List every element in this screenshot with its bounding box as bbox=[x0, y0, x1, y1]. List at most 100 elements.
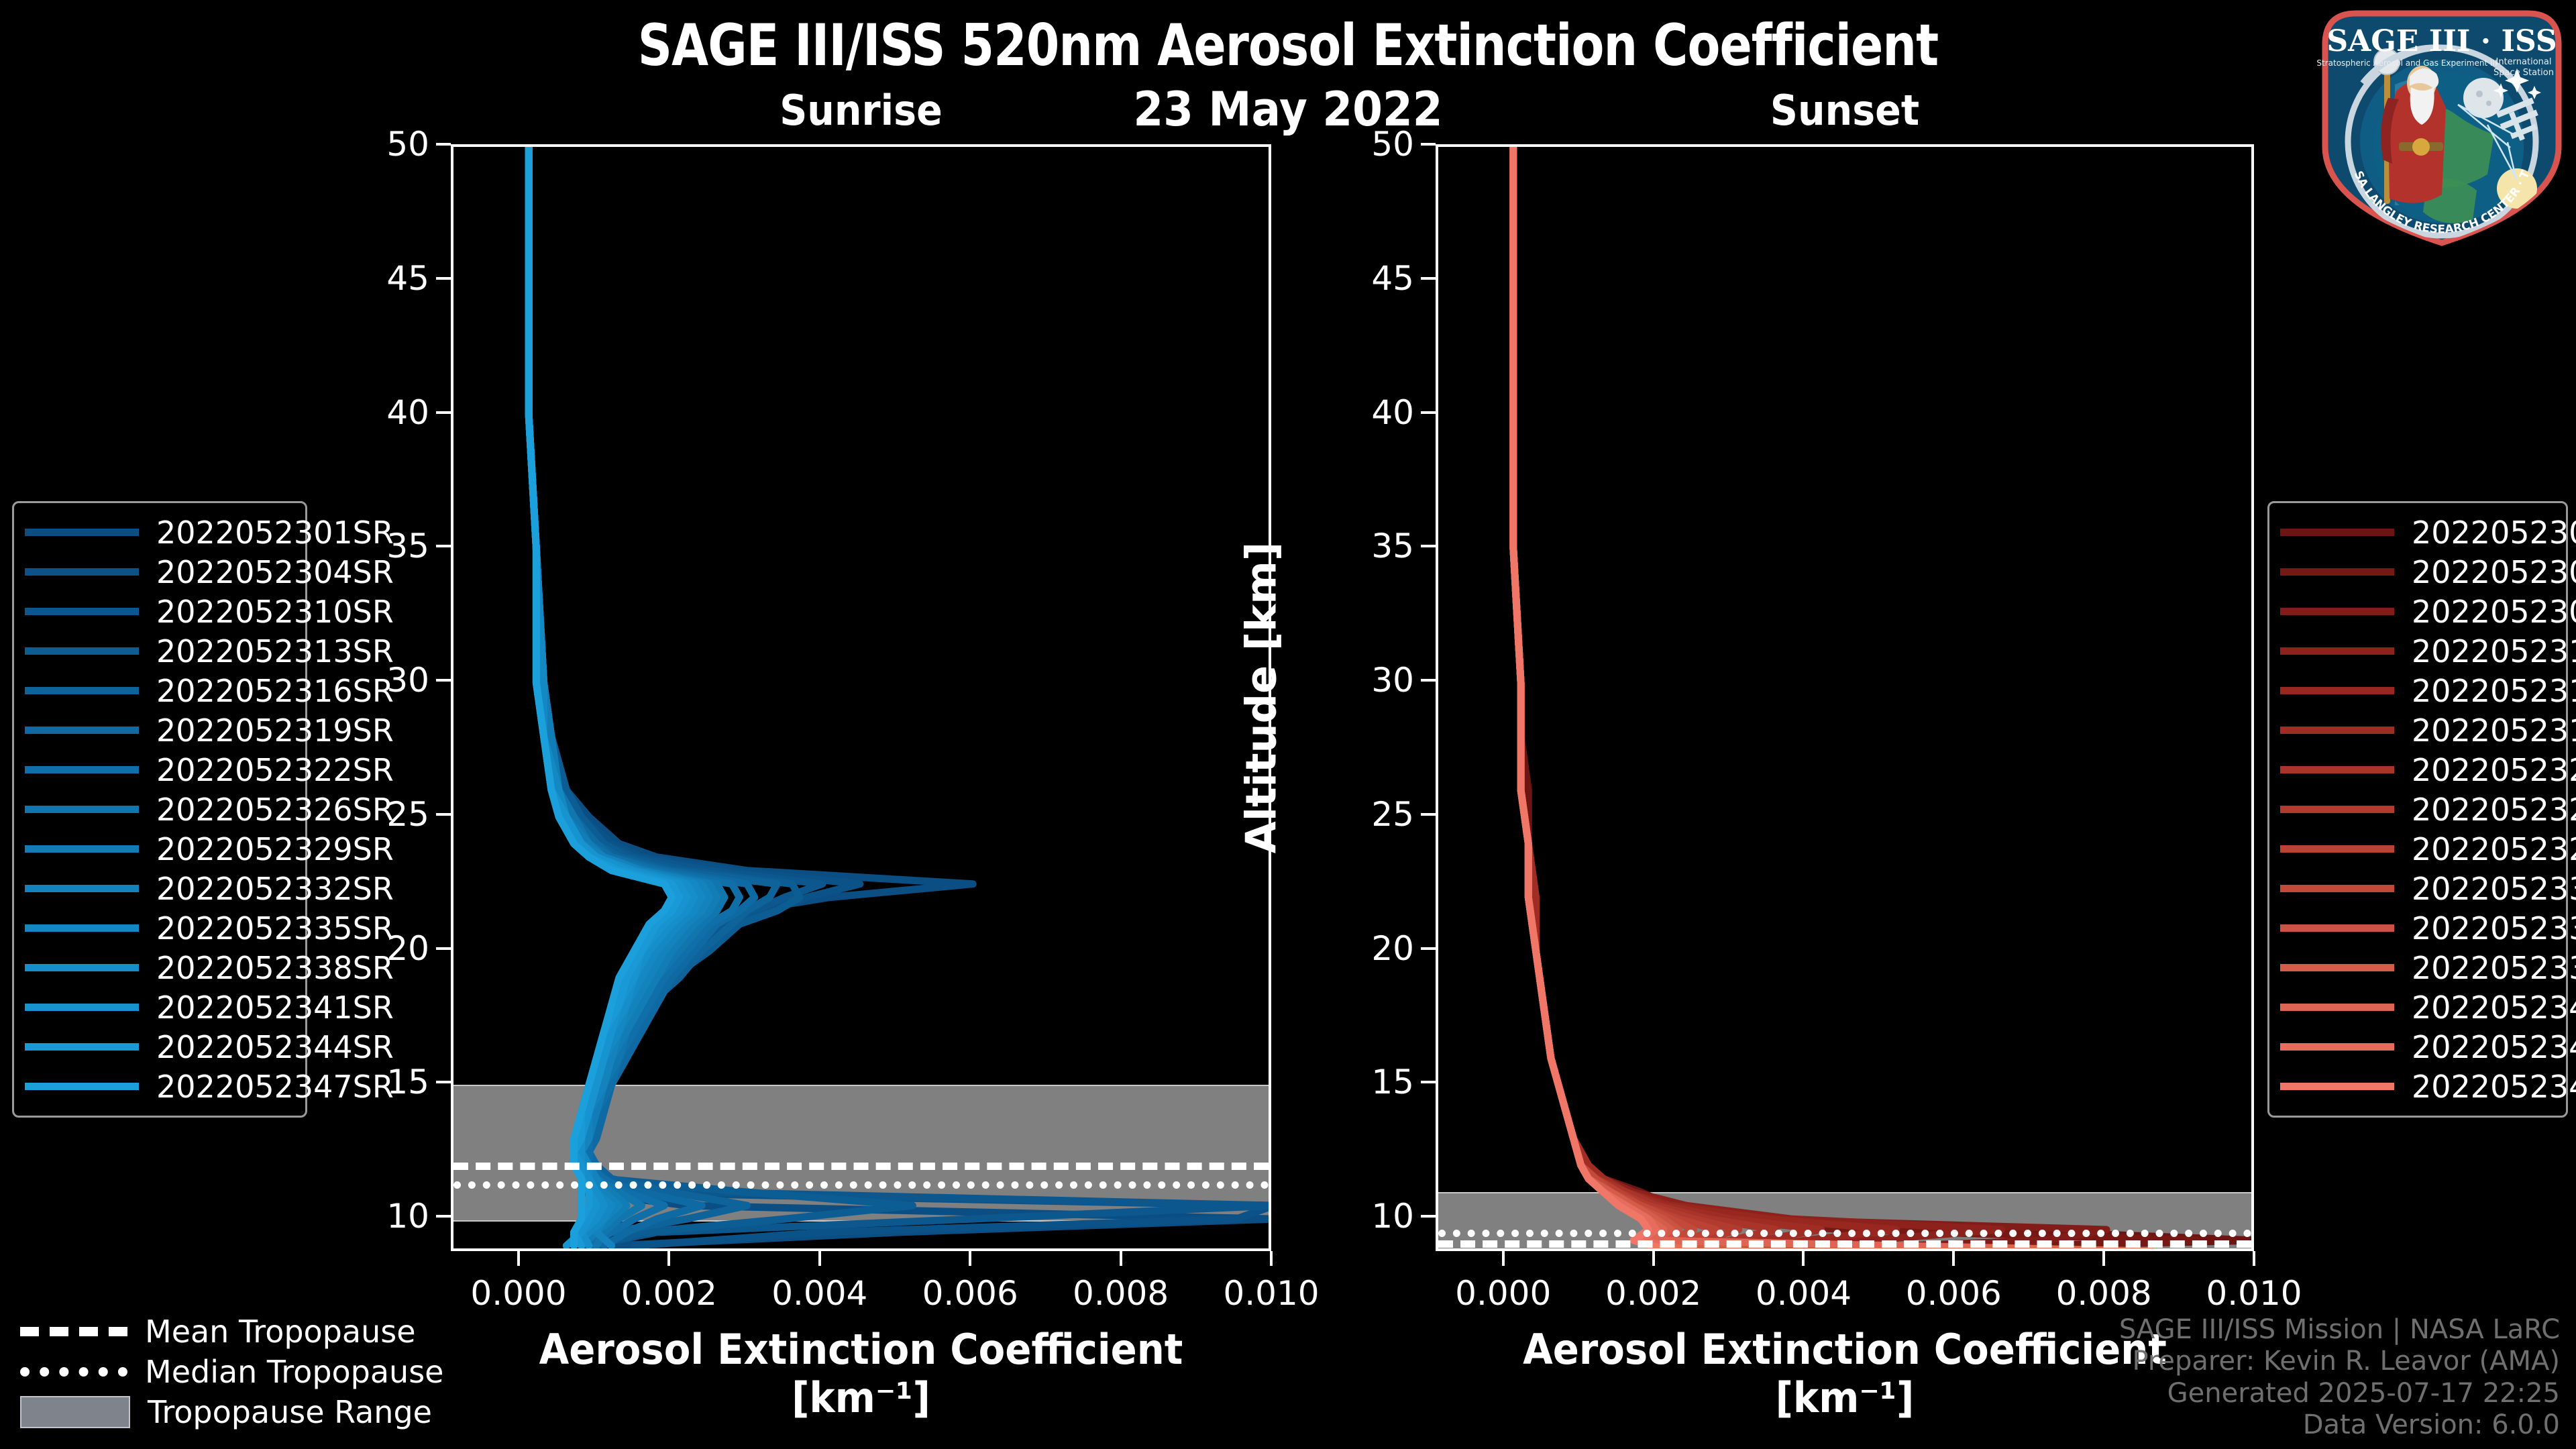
sunset-legend-item[interactable]: 2022052331SS bbox=[2280, 869, 2576, 908]
sage-iii-iss-logo: SAGE III · ISS Stratospheric Aerosol and… bbox=[2310, 0, 2569, 251]
legend-item-label: 2022052309SS bbox=[2412, 593, 2576, 630]
legend-color-swatch bbox=[2280, 885, 2394, 892]
sunset-legend-item[interactable]: 2022052318SS bbox=[2280, 710, 2576, 750]
legend-color-swatch bbox=[25, 687, 139, 694]
sunset-legend[interactable]: 2022052303SS2022052306SS2022052309SS2022… bbox=[2267, 501, 2576, 1118]
y-axis-tick-label: 10 bbox=[386, 1197, 429, 1236]
y-axis-tick-label: 35 bbox=[1371, 527, 1414, 566]
page-title: SAGE III/ISS 520nm Aerosol Extinction Co… bbox=[637, 12, 1939, 79]
sunset-legend-item[interactable]: 2022052334SS bbox=[2280, 908, 2576, 948]
tropopause-legend-marker bbox=[20, 1367, 127, 1377]
legend-color-swatch bbox=[2280, 806, 2394, 813]
credits-line-preparer: Preparer: Kevin R. Leavor (AMA) bbox=[2132, 1346, 2560, 1377]
legend-color-swatch bbox=[25, 924, 139, 932]
sunrise-legend-item[interactable]: 2022052329SR bbox=[25, 829, 394, 869]
legend-color-swatch bbox=[25, 647, 139, 655]
y-axis-tick-label: 20 bbox=[1371, 928, 1414, 968]
sunset-plot-area bbox=[1438, 147, 2251, 1248]
legend-item-label: 2022052318SS bbox=[2412, 712, 2576, 749]
y-axis-tick-label: 15 bbox=[386, 1063, 429, 1102]
x-axis-tick bbox=[517, 1251, 520, 1266]
sunrise-legend-item[interactable]: 2022052347SR bbox=[25, 1067, 394, 1106]
sunset-legend-item[interactable]: 2022052321SS bbox=[2280, 750, 2576, 790]
legend-item-label: 2022052306SS bbox=[2412, 553, 2576, 590]
y-axis-tick bbox=[1421, 947, 1436, 950]
legend-color-swatch bbox=[25, 608, 139, 615]
sunset-x-axis-unit: [km⁻¹] bbox=[1775, 1373, 1915, 1422]
legend-item-label: 2022052329SR bbox=[156, 830, 394, 867]
sunset-series-svg bbox=[1509, 147, 2251, 1248]
profile-line bbox=[1509, 147, 2005, 1248]
sunset-legend-item[interactable]: 2022052340SS bbox=[2280, 987, 2576, 1027]
y-axis-tick bbox=[436, 143, 451, 146]
sunset-plot-axes bbox=[1436, 144, 2254, 1251]
y-axis-tick-label: 45 bbox=[1371, 258, 1414, 298]
y-axis-tick-label: 20 bbox=[386, 928, 429, 968]
legend-item-label: 2022052310SR bbox=[156, 593, 394, 630]
sunrise-legend-item[interactable]: 2022052322SR bbox=[25, 750, 394, 790]
profile-line bbox=[1509, 147, 1900, 1248]
sunset-legend-item[interactable]: 2022052306SS bbox=[2280, 552, 2576, 592]
sunrise-legend-item[interactable]: 2022052316SR bbox=[25, 671, 394, 710]
sunset-legend-item[interactable]: 2022052328SS bbox=[2280, 829, 2576, 869]
legend-color-swatch bbox=[2280, 845, 2394, 853]
x-axis-tick-label: 0.008 bbox=[1073, 1274, 1169, 1313]
sunrise-legend-item[interactable]: 2022052310SR bbox=[25, 592, 394, 631]
tropopause-legend-item: Mean Tropopause bbox=[20, 1311, 416, 1352]
y-axis-tick-label: 45 bbox=[386, 258, 429, 298]
legend-item-label: 2022052315SS bbox=[2412, 672, 2576, 709]
mean-tropopause-line bbox=[453, 1163, 1269, 1171]
date-subtitle: 23 May 2022 bbox=[1133, 82, 1443, 137]
tropopause-legend-label: Tropopause Range bbox=[148, 1394, 432, 1430]
profile-line bbox=[1509, 147, 2034, 1248]
sunset-legend-item[interactable]: 2022052309SS bbox=[2280, 592, 2576, 631]
x-axis-tick bbox=[1952, 1251, 1955, 1266]
x-axis-tick-label: 0.004 bbox=[1755, 1274, 1852, 1313]
x-axis-tick-label: 0.000 bbox=[1455, 1274, 1552, 1313]
sunset-legend-item[interactable]: 2022052343SS bbox=[2280, 1027, 2576, 1067]
profile-line bbox=[1509, 147, 1674, 1248]
legend-color-swatch bbox=[25, 766, 139, 773]
logo-subtitle-right-1: International bbox=[2496, 57, 2552, 67]
y-axis-tick bbox=[436, 545, 451, 548]
sunset-legend-item[interactable]: 2022052346SS bbox=[2280, 1067, 2576, 1106]
sunset-legend-item[interactable]: 2022052315SS bbox=[2280, 671, 2576, 710]
legend-color-swatch bbox=[2280, 1043, 2394, 1051]
y-axis-tick bbox=[1421, 545, 1436, 548]
sunrise-legend-item[interactable]: 2022052338SR bbox=[25, 948, 394, 987]
logo-main-text: SAGE III · ISS bbox=[2326, 24, 2557, 58]
sunrise-legend-item[interactable]: 2022052332SR bbox=[25, 869, 394, 908]
y-axis-tick-label: 10 bbox=[1371, 1197, 1414, 1236]
profile-line bbox=[525, 147, 759, 1248]
sunrise-legend-item[interactable]: 2022052304SR bbox=[25, 552, 394, 592]
sunrise-legend-item[interactable]: 2022052319SR bbox=[25, 710, 394, 750]
sunset-legend-item[interactable]: 2022052312SS bbox=[2280, 631, 2576, 671]
x-axis-tick bbox=[1652, 1251, 1655, 1266]
sunrise-legend-item[interactable]: 2022052341SR bbox=[25, 987, 394, 1027]
mean-tropopause-line bbox=[1438, 1240, 2251, 1248]
sunrise-x-axis-title: Aerosol Extinction Coefficient bbox=[539, 1325, 1183, 1374]
legend-item-label: 2022052347SR bbox=[156, 1068, 394, 1105]
sunrise-legend-item[interactable]: 2022052335SR bbox=[25, 908, 394, 948]
profile-line bbox=[525, 147, 1269, 1248]
legend-item-label: 2022052340SS bbox=[2412, 989, 2576, 1026]
sunset-legend-item[interactable]: 2022052303SS bbox=[2280, 513, 2576, 552]
tropopause-legend-label: Mean Tropopause bbox=[145, 1313, 416, 1350]
legend-item-label: 2022052337SS bbox=[2412, 949, 2576, 986]
profile-line bbox=[525, 147, 676, 1248]
legend-item-label: 2022052304SR bbox=[156, 553, 394, 590]
profile-line bbox=[1509, 147, 1697, 1248]
x-axis-tick bbox=[2102, 1251, 2106, 1266]
x-axis-tick bbox=[2253, 1251, 2255, 1266]
sunrise-legend-item[interactable]: 2022052326SR bbox=[25, 790, 394, 829]
logo-subtitle-right-2: Space Station bbox=[2493, 68, 2554, 78]
sunrise-legend-item[interactable]: 2022052313SR bbox=[25, 631, 394, 671]
sunset-legend-item[interactable]: 2022052324SS bbox=[2280, 790, 2576, 829]
sunrise-legend[interactable]: 2022052301SR 2022052304SR 2022052310SR 2022… bbox=[12, 501, 394, 1118]
y-axis-tick-label: 40 bbox=[1371, 392, 1414, 432]
sunrise-legend-item[interactable]: 2022052301SR bbox=[25, 513, 394, 552]
sunrise-panel-title: Sunrise bbox=[780, 86, 943, 135]
sunrise-legend-item[interactable]: 2022052344SR bbox=[25, 1027, 394, 1067]
sunset-legend-item[interactable]: 2022052337SS bbox=[2280, 948, 2576, 987]
legend-item-label: 2022052344SR bbox=[156, 1028, 394, 1065]
